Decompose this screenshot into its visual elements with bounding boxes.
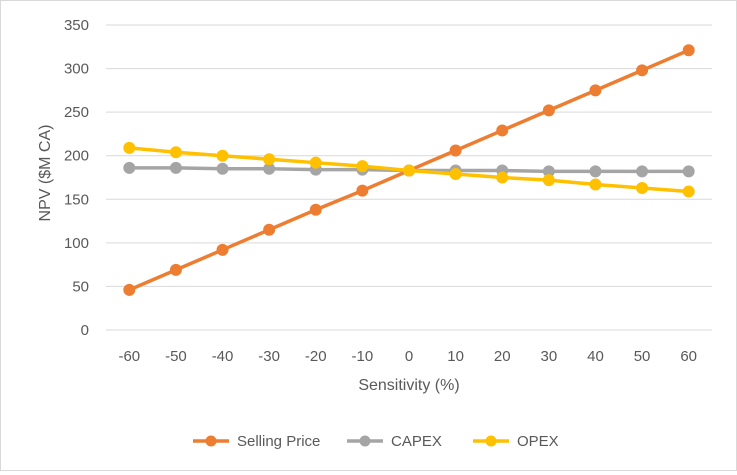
data-point <box>309 203 322 216</box>
data-point <box>542 104 555 117</box>
y-tick-label: 0 <box>81 322 89 339</box>
legend-item: OPEX <box>473 433 559 450</box>
legend: Selling Price CAPEX OPEX <box>193 433 559 450</box>
x-tick-label: -10 <box>352 348 374 365</box>
data-point <box>263 223 276 236</box>
data-point <box>263 153 276 166</box>
data-point <box>123 141 136 154</box>
data-point <box>496 124 509 137</box>
legend-item: Selling Price <box>193 433 320 450</box>
data-point <box>216 162 229 175</box>
legend-marker <box>485 435 497 447</box>
x-tick-label: 20 <box>494 348 511 365</box>
gridlines <box>106 24 712 331</box>
data-point <box>403 164 415 177</box>
x-tick-label: 30 <box>541 348 558 365</box>
data-point <box>216 243 229 256</box>
y-tick-label: 150 <box>64 191 89 208</box>
series-lines <box>123 44 695 296</box>
data-point <box>682 185 695 198</box>
x-tick-label: 50 <box>634 348 651 365</box>
y-tick-label: 300 <box>64 61 89 78</box>
x-tick-label: -50 <box>165 348 187 365</box>
data-point <box>636 165 649 178</box>
legend-label: OPEX <box>517 433 559 450</box>
data-point <box>169 161 182 174</box>
data-point <box>123 161 136 174</box>
y-axis-title: NPV ($M CA) <box>37 125 54 222</box>
data-point <box>589 84 602 97</box>
legend-item: CAPEX <box>347 433 442 450</box>
data-point <box>169 263 182 276</box>
data-point <box>356 160 369 173</box>
data-point <box>636 181 649 194</box>
x-tick-label: 0 <box>405 348 413 365</box>
x-tick-label: -30 <box>258 348 280 365</box>
data-point <box>449 168 462 181</box>
data-point <box>682 165 695 178</box>
legend-marker <box>359 435 371 447</box>
data-point <box>589 165 602 178</box>
y-tick-label: 250 <box>64 104 89 121</box>
data-point <box>496 171 509 184</box>
legend-label: CAPEX <box>391 433 442 450</box>
data-point <box>169 146 182 159</box>
legend-label: Selling Price <box>237 433 320 450</box>
x-axis-ticks: -60 -50 -40 -30 -20 -10 0 10 20 30 40 50 60 <box>118 348 697 365</box>
data-point <box>123 283 136 296</box>
data-point <box>449 144 462 157</box>
y-tick-label: 200 <box>64 148 89 165</box>
series-opex <box>123 141 695 198</box>
x-tick-label: 10 <box>447 348 464 365</box>
x-tick-label: -40 <box>212 348 234 365</box>
x-axis-title: Sensitivity (%) <box>358 377 459 394</box>
data-point <box>682 44 695 57</box>
x-tick-label: -20 <box>305 348 327 365</box>
data-point <box>216 149 229 162</box>
x-tick-label: 60 <box>680 348 697 365</box>
x-tick-label: -60 <box>118 348 140 365</box>
data-point <box>309 156 322 169</box>
data-point <box>636 64 649 77</box>
y-tick-label: 50 <box>72 278 89 295</box>
data-point <box>356 184 369 197</box>
legend-marker <box>205 435 217 447</box>
data-point <box>589 178 602 191</box>
data-point <box>542 174 555 187</box>
y-axis-ticks: 0 50 100 150 200 250 300 350 <box>64 17 89 339</box>
y-tick-label: 350 <box>64 17 89 34</box>
y-tick-label: 100 <box>64 235 89 252</box>
x-tick-label: 40 <box>587 348 604 365</box>
